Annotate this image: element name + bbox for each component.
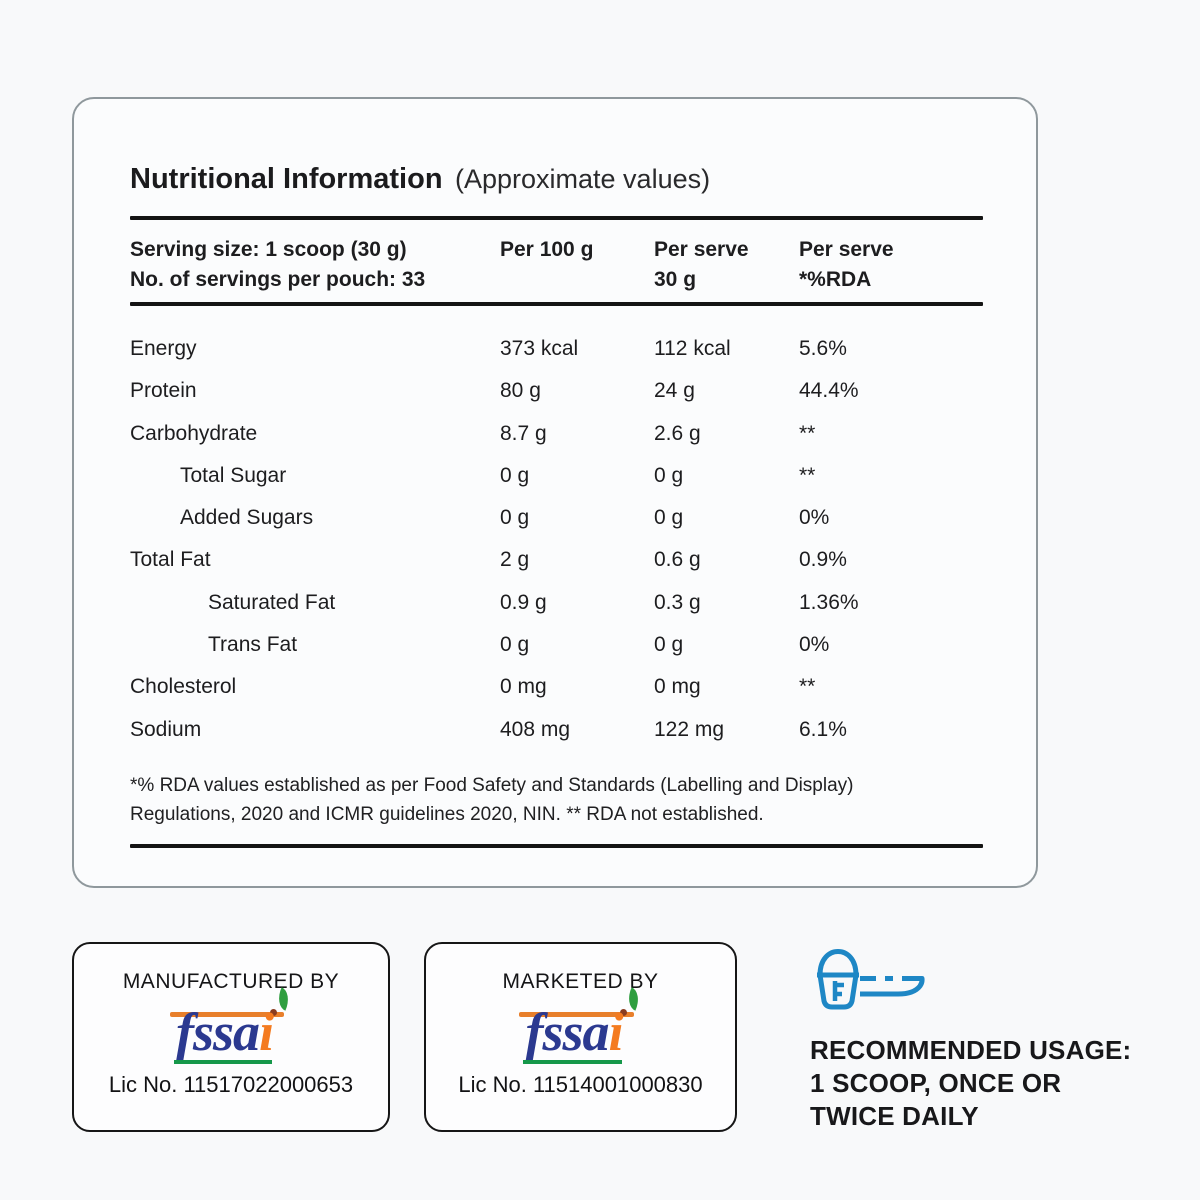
fssai-text-i: i — [259, 1002, 275, 1062]
table-header-row: Serving size: 1 scoop (30 g) No. of serv… — [130, 235, 983, 295]
recommended-usage-text: RECOMMENDED USAGE: 1 SCOOP, ONCE OR TWIC… — [810, 1034, 1131, 1133]
value-per-100g: 0 g — [500, 506, 530, 530]
value-per-100g: 8.7 g — [500, 421, 547, 445]
nutrition-subtitle: (Approximate values) — [454, 164, 711, 194]
value-per-serve: 0 g — [654, 633, 684, 657]
fssai-bar — [169, 1012, 285, 1017]
marketer-license-number: Lic No. 11514001000830 — [458, 1072, 703, 1097]
value-per-serve: 0 g — [654, 463, 684, 487]
nutrient-name: Saturated Fat — [208, 590, 336, 614]
serving-size-text: Serving size: 1 scoop (30 g) — [130, 238, 407, 261]
value-per-100g: 408 mg — [500, 717, 571, 741]
header-per-serve-label: Per serve — [654, 238, 749, 261]
nutrient-name: Sodium — [130, 717, 202, 741]
header-per-serve-amount: 30 g — [654, 268, 697, 291]
nutrient-name: Cholesterol — [130, 675, 237, 699]
fssai-underline — [523, 1060, 622, 1064]
divider-header — [130, 302, 983, 306]
manufactured-by-heading: MANUFACTURED BY — [122, 970, 340, 993]
table-row-energy: Energy 373 kcal 112 kcal 5.6% — [130, 335, 983, 377]
header-per-100g-label: Per 100 g — [500, 238, 594, 261]
recommended-usage-block: RECOMMENDED USAGE: 1 SCOOP, ONCE OR TWIC… — [810, 948, 1131, 1133]
value-per-serve: 2.6 g — [654, 421, 701, 445]
header-per-serve-rda: Per serve *%RDA — [799, 235, 894, 295]
header-rda-label: Per serve — [799, 238, 894, 261]
manufacturer-license-number: Lic No. 11517022000653 — [108, 1072, 354, 1097]
nutrient-name: Energy — [130, 337, 197, 360]
nutrient-name: Total Sugar — [180, 463, 287, 487]
scoop-icon — [817, 949, 925, 1010]
fssai-leaf-dot — [619, 1009, 627, 1016]
value-per-serve: 24 g — [654, 379, 695, 403]
table-row-total-fat: Total Fat 2 g 0.6 g 0.9% — [130, 546, 983, 588]
table-row-saturated-fat: Saturated Fat 0.9 g 0.3 g 1.36% — [130, 589, 983, 631]
value-per-100g: 373 kcal — [500, 337, 579, 360]
nutrient-name: Total Fat — [130, 548, 211, 572]
header-serving-info: Serving size: 1 scoop (30 g) No. of serv… — [130, 235, 425, 295]
fssai-leaf-dot — [270, 1009, 278, 1016]
value-per-100g: 0 mg — [500, 675, 547, 699]
header-per-100g: Per 100 g — [500, 235, 593, 265]
value-per-serve: 0 g — [654, 506, 684, 530]
usage-line-1: RECOMMENDED USAGE: — [810, 1035, 1132, 1065]
nutrition-facts-card: Nutritional Information (Approximate val… — [72, 97, 1038, 888]
table-row-sodium: Sodium 408 mg 122 mg 6.1% — [130, 716, 983, 758]
value-rda: ** — [799, 675, 816, 699]
value-per-serve: 0.3 g — [654, 590, 701, 614]
value-rda: 0% — [799, 506, 830, 530]
fssai-text-main: fssa — [175, 1002, 260, 1062]
divider-bottom — [130, 843, 983, 848]
divider-top — [130, 216, 983, 220]
value-per-100g: 0 g — [500, 633, 530, 657]
fssai-logo: fssai — [519, 987, 644, 1066]
table-row-trans-fat: Trans Fat 0 g 0 g 0% — [130, 631, 983, 673]
marketed-by-box: MARKETED BY fssai Lic No. 11514001000830 — [424, 942, 737, 1132]
fssai-text-i: i — [608, 1002, 624, 1062]
usage-line-2: 1 SCOOP, ONCE OR — [810, 1068, 1062, 1098]
usage-line-3: TWICE DAILY — [810, 1101, 979, 1131]
nutrient-name: Trans Fat — [208, 633, 298, 657]
table-row-added-sugars: Added Sugars 0 g 0 g 0% — [130, 504, 983, 546]
nutrient-name: Carbohydrate — [130, 421, 258, 445]
nutrient-name: Added Sugars — [180, 506, 314, 530]
nutrient-name: Protein — [130, 379, 197, 403]
value-per-100g: 0.9 g — [500, 590, 547, 614]
rda-footnote-line1: *% RDA values established as per Food Sa… — [130, 774, 854, 796]
value-rda: ** — [799, 421, 816, 445]
value-rda: 0% — [799, 633, 830, 657]
value-rda: 44.4% — [799, 379, 859, 403]
manufactured-by-box: MANUFACTURED BY fssai Lic No. 1151702200… — [72, 942, 390, 1132]
value-per-serve: 122 mg — [654, 717, 725, 741]
value-rda: 5.6% — [799, 337, 847, 360]
rda-footnote: *% RDA values established as per Food Sa… — [130, 771, 983, 829]
table-row-protein: Protein 80 g 24 g 44.4% — [130, 377, 983, 419]
nutrition-title: Nutritional Information — [130, 163, 443, 195]
rda-footnote-line2: Regulations, 2020 and ICMR guidelines 20… — [130, 803, 764, 825]
nutrition-table-body: Energy 373 kcal 112 kcal 5.6% Protein 80… — [130, 335, 983, 758]
value-per-100g: 0 g — [500, 463, 530, 487]
table-row-cholesterol: Cholesterol 0 mg 0 mg ** — [130, 673, 983, 715]
table-row-carbohydrate: Carbohydrate 8.7 g 2.6 g ** — [130, 420, 983, 462]
servings-per-pouch-text: No. of servings per pouch: 33 — [130, 268, 426, 291]
header-per-serve: Per serve 30 g — [654, 235, 749, 295]
value-rda: 6.1% — [799, 717, 847, 741]
marketed-by-heading: MARKETED BY — [502, 970, 659, 993]
table-row-total-sugar: Total Sugar 0 g 0 g ** — [130, 462, 983, 504]
value-per-100g: 80 g — [500, 379, 541, 403]
fssai-underline — [173, 1060, 273, 1064]
fssai-logo: fssai — [169, 987, 294, 1066]
value-per-serve: 0.6 g — [654, 548, 701, 572]
fssai-bar — [519, 1012, 634, 1017]
value-rda: 0.9% — [799, 548, 847, 572]
value-per-100g: 2 g — [500, 548, 530, 572]
header-rda-unit: *%RDA — [799, 268, 872, 291]
value-rda: ** — [799, 463, 816, 487]
value-rda: 1.36% — [799, 590, 859, 614]
value-per-serve: 112 kcal — [654, 337, 731, 360]
value-per-serve: 0 mg — [654, 675, 701, 699]
card-title-line: Nutritional Information (Approximate val… — [130, 161, 983, 202]
fssai-text-main: fssa — [525, 1002, 609, 1062]
